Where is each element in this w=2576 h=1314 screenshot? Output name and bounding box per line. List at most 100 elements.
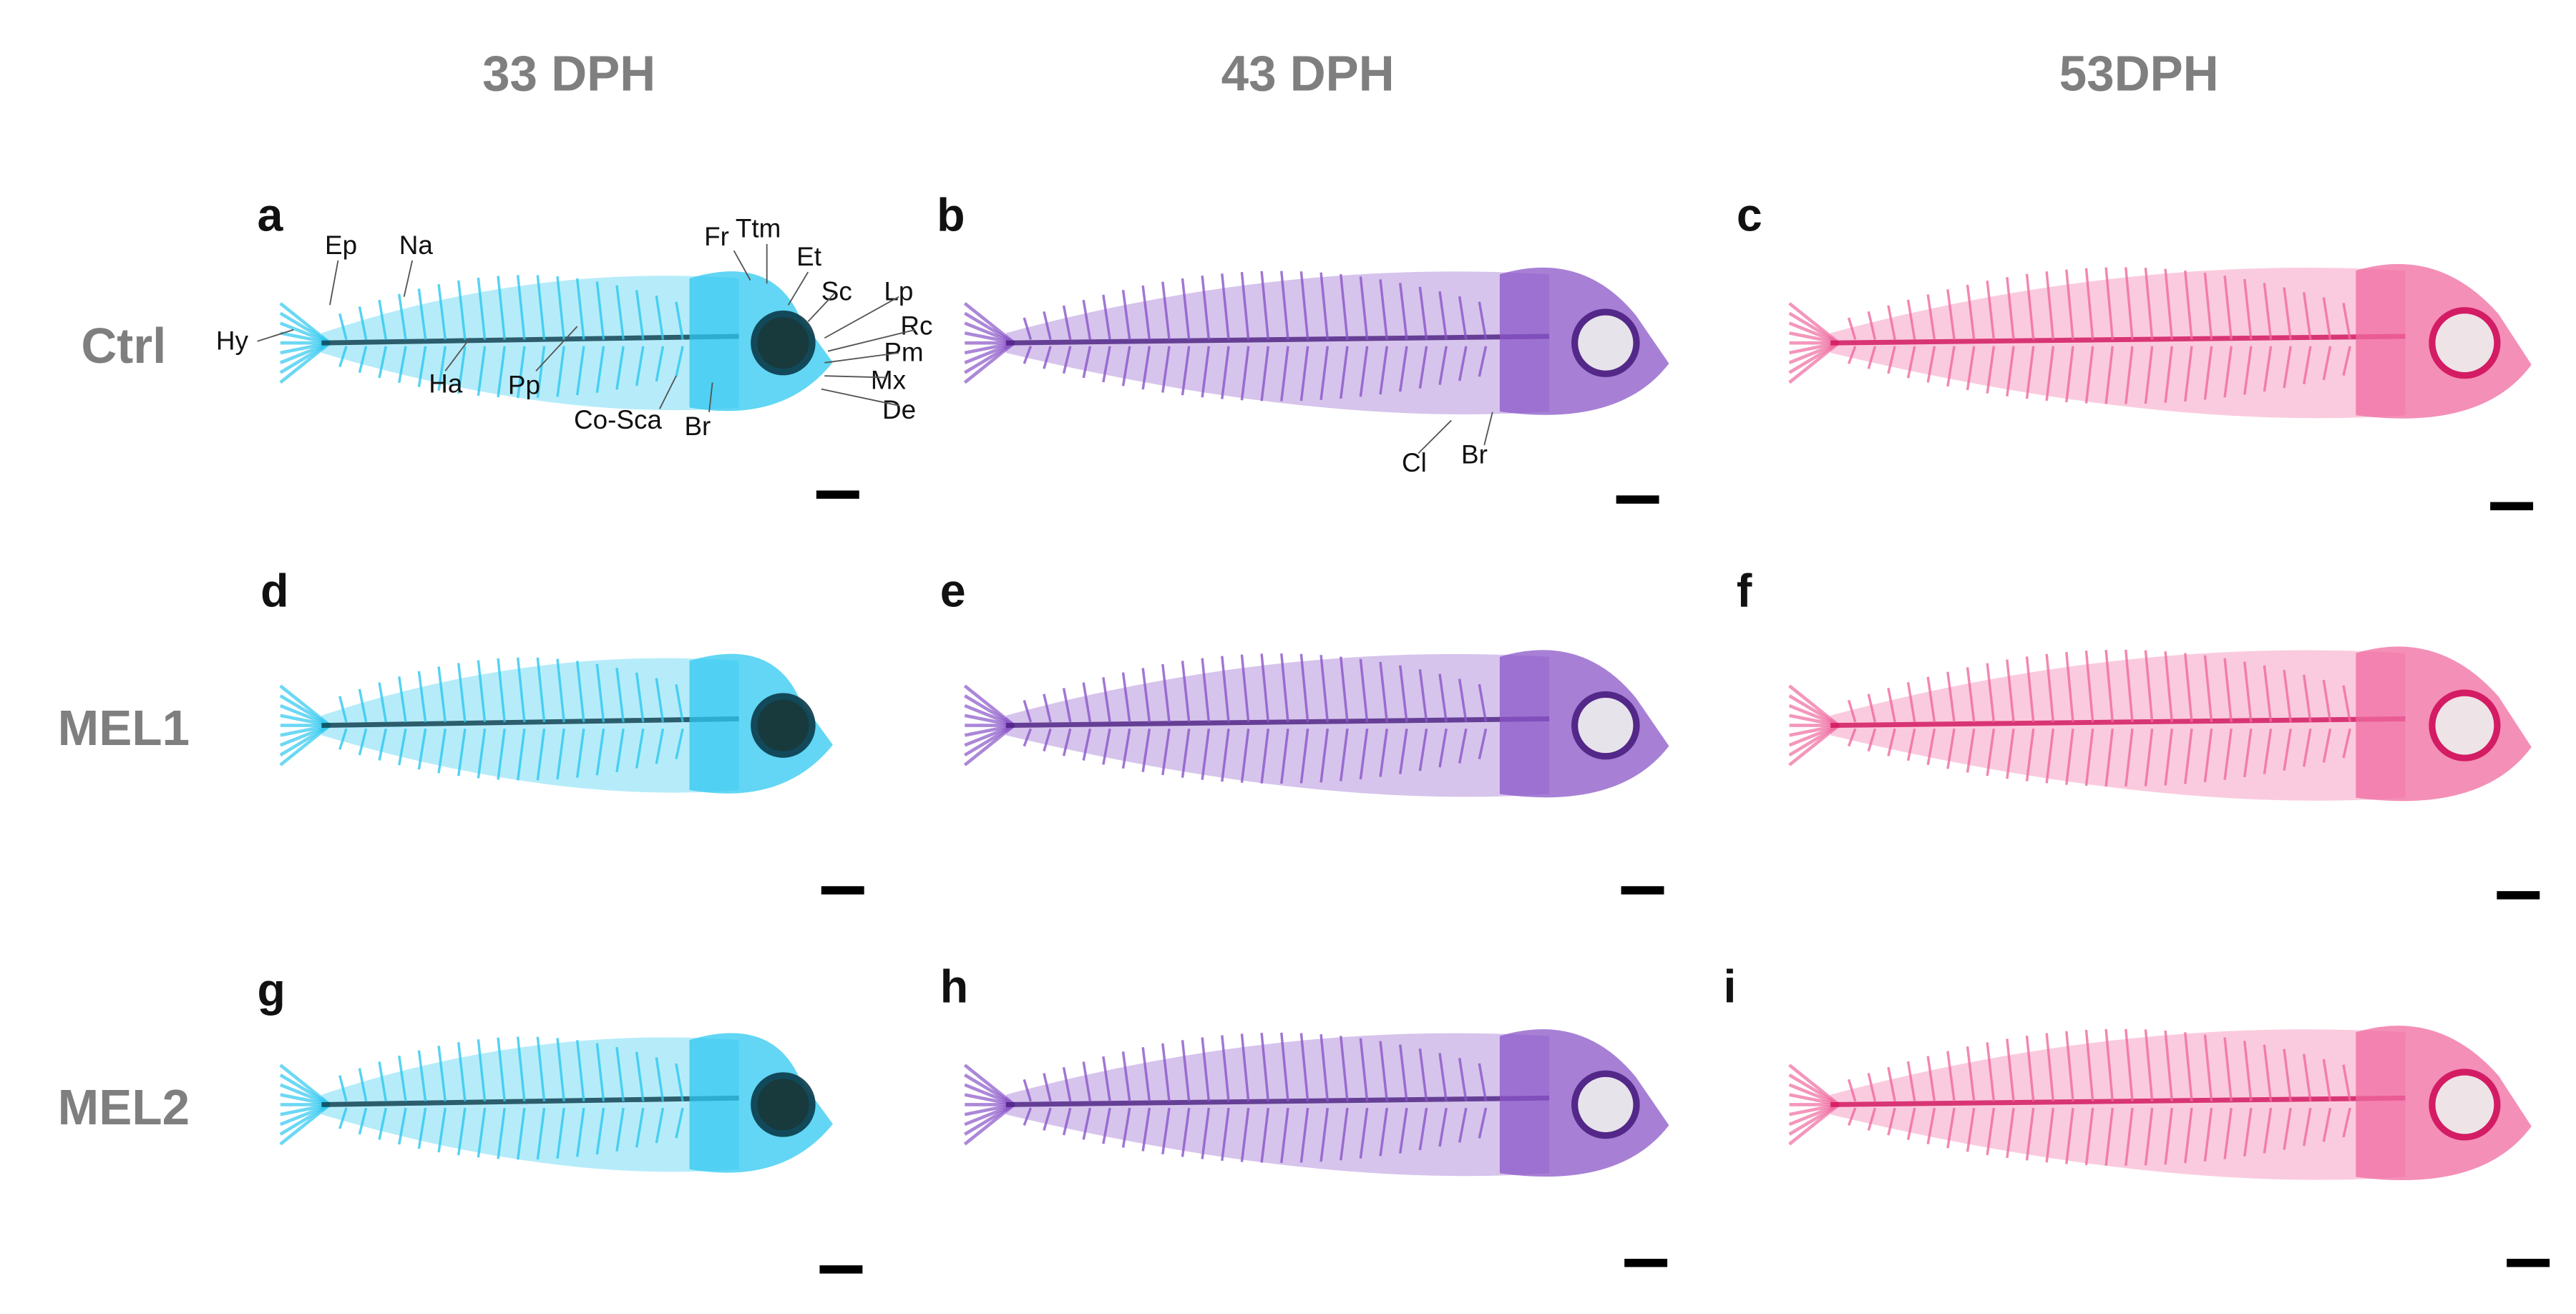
rib [1966, 1107, 1976, 1152]
rib [2124, 649, 2134, 723]
rib [2164, 1107, 2174, 1165]
rib [1023, 1107, 1033, 1126]
rib [655, 295, 665, 340]
rib [2342, 1107, 2351, 1138]
rib [556, 1107, 565, 1159]
fin-ray [963, 724, 1015, 766]
eye [1571, 308, 1640, 377]
rib [675, 346, 684, 377]
rib [398, 293, 407, 340]
rib [2263, 283, 2273, 340]
rib [1887, 1107, 1896, 1136]
rib [615, 728, 625, 773]
leader-line [821, 388, 899, 407]
rib [497, 346, 506, 398]
rib [1867, 728, 1877, 752]
rib [595, 728, 605, 776]
rib [1867, 311, 1877, 340]
rib [1121, 672, 1131, 723]
rib [1867, 1073, 1877, 1102]
rib [635, 728, 645, 769]
rib [536, 1036, 546, 1102]
rib [2283, 1048, 2292, 1102]
rib [2124, 346, 2134, 404]
rib [1240, 728, 1250, 783]
rib [1906, 1107, 1916, 1140]
spine [1005, 334, 1550, 346]
rib [1181, 346, 1191, 396]
rib [635, 290, 645, 340]
rib [437, 1046, 447, 1102]
rib [1082, 682, 1092, 723]
panel-letter: g [258, 964, 286, 1016]
rib [1141, 1047, 1151, 1102]
rib [398, 346, 407, 384]
annotation: Hy [216, 326, 249, 355]
rib [1043, 694, 1052, 723]
rib [437, 283, 447, 340]
rib [1359, 346, 1369, 397]
rib [2045, 271, 2055, 340]
rib [1201, 1037, 1211, 1102]
rib [378, 682, 388, 723]
rib [1062, 305, 1072, 340]
rib [2006, 346, 2015, 396]
rib [1926, 346, 1936, 383]
rib [1102, 294, 1111, 340]
rib [2025, 346, 2035, 399]
rib [2045, 346, 2055, 402]
eye [2429, 1069, 2501, 1141]
rib [457, 663, 467, 723]
rib [575, 278, 585, 340]
rib [1102, 1056, 1111, 1102]
panel-letter: c [1737, 190, 1762, 241]
rib [477, 346, 487, 396]
rib [655, 1057, 665, 1102]
rib [595, 663, 605, 723]
rib [2184, 346, 2193, 402]
rib [1379, 346, 1388, 395]
rib [1418, 728, 1428, 772]
row-label: MEL1 [58, 700, 190, 756]
eye [1571, 691, 1640, 760]
rib [2006, 728, 2015, 779]
rib [1946, 671, 1956, 723]
rib [477, 277, 487, 340]
rib [2025, 1107, 2035, 1161]
rib [1240, 654, 1250, 723]
rib [417, 1107, 427, 1149]
rib [2223, 346, 2233, 398]
rib [1438, 1053, 1448, 1102]
rib [1141, 668, 1151, 723]
rib [1438, 673, 1448, 723]
rib [1340, 1107, 1349, 1161]
rib [1082, 346, 1092, 379]
rib [477, 728, 487, 779]
rib [1906, 728, 1916, 761]
rib [2263, 665, 2273, 723]
fin-ray [279, 724, 331, 766]
rib [2322, 1107, 2332, 1142]
rib [1141, 285, 1151, 340]
rib [1340, 728, 1349, 782]
rib [1438, 291, 1448, 340]
rib [635, 1051, 645, 1102]
rib [1023, 317, 1033, 341]
rib [1966, 284, 1976, 340]
rib [536, 657, 546, 723]
rib [655, 678, 665, 723]
rib [1082, 1107, 1092, 1140]
rib [1867, 346, 1877, 369]
rib [1946, 1051, 1956, 1102]
rib [398, 728, 407, 766]
rib [2342, 1064, 2351, 1102]
rib [437, 728, 447, 774]
annotation: Et [796, 242, 821, 271]
annotation: Cl [1402, 448, 1427, 477]
rib [1161, 728, 1171, 776]
rib [1043, 346, 1052, 369]
rib [477, 660, 487, 723]
rib [675, 1107, 684, 1139]
rib [1221, 1107, 1230, 1162]
